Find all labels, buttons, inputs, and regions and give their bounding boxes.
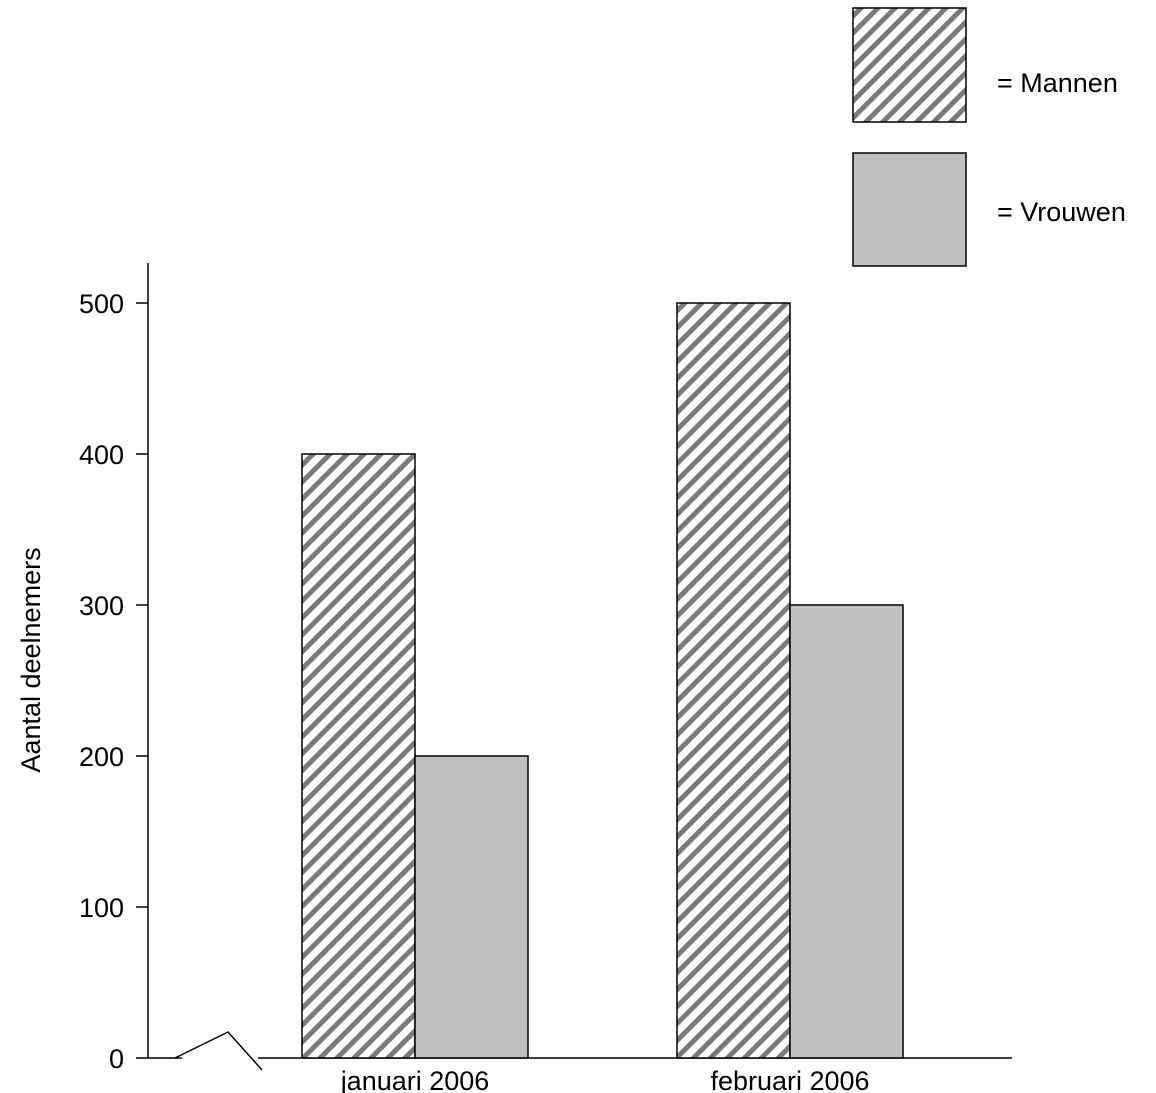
y-tick-label: 0 [109,1044,124,1074]
legend-label-mannen: = Mannen [997,68,1118,98]
legend-swatch-mannen [852,7,967,123]
bar-mannen-2 [676,302,791,1059]
legend: = Mannen = Vrouwen [852,7,1126,267]
bar-vrouwen-1 [414,755,529,1059]
y-ticks: 0 100 200 300 400 500 [79,289,148,1074]
bar-vrouwen-2 [789,604,904,1059]
y-tick-label: 200 [79,742,124,772]
legend-label-vrouwen: = Vrouwen [997,197,1126,227]
y-tick-label: 500 [79,289,124,319]
legend-swatch-vrouwen [852,152,967,267]
axis-break-mark [174,1031,263,1071]
category-label: februari 2006 [710,1066,869,1093]
y-axis-title: Aantal deelnemers [16,547,46,772]
category-label: januari 2006 [340,1066,490,1093]
bar-mannen-1 [301,453,416,1059]
bars [301,302,904,1059]
y-tick-label: 400 [79,440,124,470]
y-tick-label: 300 [79,591,124,621]
y-tick-label: 100 [79,893,124,923]
category-labels: januari 2006 februari 2006 [340,1066,870,1093]
